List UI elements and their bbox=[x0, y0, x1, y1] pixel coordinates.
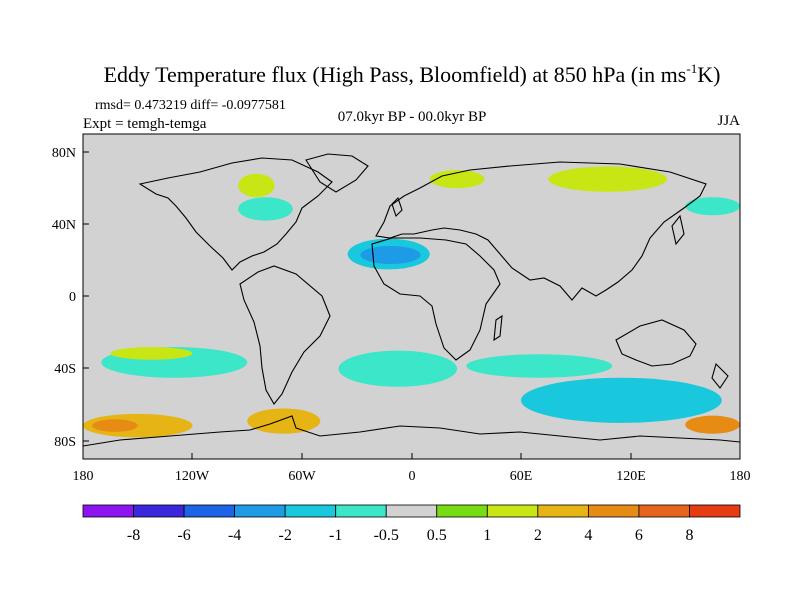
colorbar-swatch bbox=[537, 504, 589, 518]
contour-region-southern-ocean-negative bbox=[521, 377, 722, 423]
colorbar-label: -6 bbox=[177, 527, 190, 544]
greenland-coast bbox=[305, 153, 369, 193]
contour-region-canada-positive bbox=[238, 173, 275, 198]
colorbar-label: 1 bbox=[483, 527, 491, 544]
stats-label: rmsd= 0.473219 diff= -0.0977581 bbox=[95, 98, 286, 113]
australia-coast bbox=[615, 319, 697, 367]
lon-label: 60W bbox=[288, 469, 316, 484]
colorbar-label: 2 bbox=[534, 527, 542, 544]
colorbar-label: -2 bbox=[278, 527, 291, 544]
contour-region-north-america-negative bbox=[238, 197, 293, 221]
contour-region-south-atlantic-negative bbox=[338, 350, 458, 387]
lat-ticks bbox=[83, 151, 89, 442]
north-america-coast bbox=[138, 157, 333, 271]
colorbar-label: -1 bbox=[329, 527, 342, 544]
lon-label: 60E bbox=[510, 469, 533, 484]
colorbar-label: -4 bbox=[228, 527, 241, 544]
lat-label: 40S bbox=[54, 362, 76, 377]
colorbar-swatch bbox=[385, 504, 438, 518]
lon-label: 120E bbox=[616, 469, 646, 484]
colorbar-label: -0.5 bbox=[374, 527, 399, 544]
colorbar-label: 6 bbox=[635, 527, 643, 544]
colorbar-swatch bbox=[82, 504, 134, 518]
lat-label: 0 bbox=[69, 290, 76, 305]
colorbar-swatch bbox=[486, 504, 539, 518]
contour-region-south-indian-negative bbox=[466, 354, 613, 378]
colorbar-swatch bbox=[284, 504, 337, 518]
contour-region-north-atlantic-trade-negative bbox=[360, 245, 421, 264]
colorbar-swatch bbox=[133, 504, 185, 518]
colorbar-swatch bbox=[587, 504, 640, 518]
coastlines bbox=[83, 153, 740, 447]
british-isles-coast bbox=[391, 196, 403, 218]
africa-coast bbox=[371, 237, 501, 361]
experiment-label: Expt = temgh-temga bbox=[83, 116, 207, 132]
japan-coast bbox=[671, 214, 685, 246]
new-zealand-coast bbox=[711, 362, 729, 389]
eurasia-coast bbox=[375, 161, 707, 301]
contour-region-antarctic-coast-atlantic-positive bbox=[247, 408, 321, 434]
madagascar-coast bbox=[493, 314, 503, 342]
lon-label: 0 bbox=[409, 469, 416, 484]
colorbar-swatch bbox=[335, 504, 387, 518]
colorbar-swatch bbox=[638, 504, 690, 518]
colorbar-swatch bbox=[234, 504, 286, 518]
lon-ticks bbox=[82, 453, 741, 459]
lon-label: 180 bbox=[73, 469, 94, 484]
colorbar-swatch bbox=[436, 504, 488, 518]
period-label: 07.0kyr BP - 00.0kyr BP bbox=[338, 109, 487, 125]
contour-region-antarctic-coast-pacific-max bbox=[92, 419, 138, 432]
contour-region-antarctic-coast-indian-positive bbox=[685, 415, 740, 434]
lon-label: 120W bbox=[175, 469, 210, 484]
colorbar-label: 0.5 bbox=[427, 527, 447, 544]
colorbar-swatch bbox=[689, 504, 741, 518]
lat-label: 80N bbox=[52, 146, 76, 161]
colorbar-swatch bbox=[183, 504, 236, 518]
lon-label: 180 bbox=[730, 469, 751, 484]
colorbar: -8 -6 -4 -2 -1 -0.5 0.5 1 2 4 6 8 bbox=[82, 504, 741, 544]
contour-region-north-pacific-positive bbox=[548, 166, 667, 192]
season-label: JJA bbox=[717, 113, 740, 129]
contour-region-scandinavia-positive bbox=[429, 170, 485, 189]
figure-title: Eddy Temperature flux (High Pass, Bloomf… bbox=[104, 61, 721, 87]
lat-label: 40N bbox=[52, 218, 76, 233]
lat-label: 80S bbox=[54, 435, 76, 450]
south-america-coast bbox=[239, 265, 331, 405]
colorbar-label: 8 bbox=[685, 527, 693, 544]
colorbar-label: 4 bbox=[584, 527, 592, 544]
colorbar-label: -8 bbox=[127, 527, 140, 544]
contour-region-south-pacific-positive bbox=[110, 347, 193, 360]
antarctica-coast bbox=[83, 415, 740, 447]
contour-region-north-pacific-east-negative bbox=[685, 197, 740, 216]
contour-field-layer bbox=[83, 166, 740, 438]
